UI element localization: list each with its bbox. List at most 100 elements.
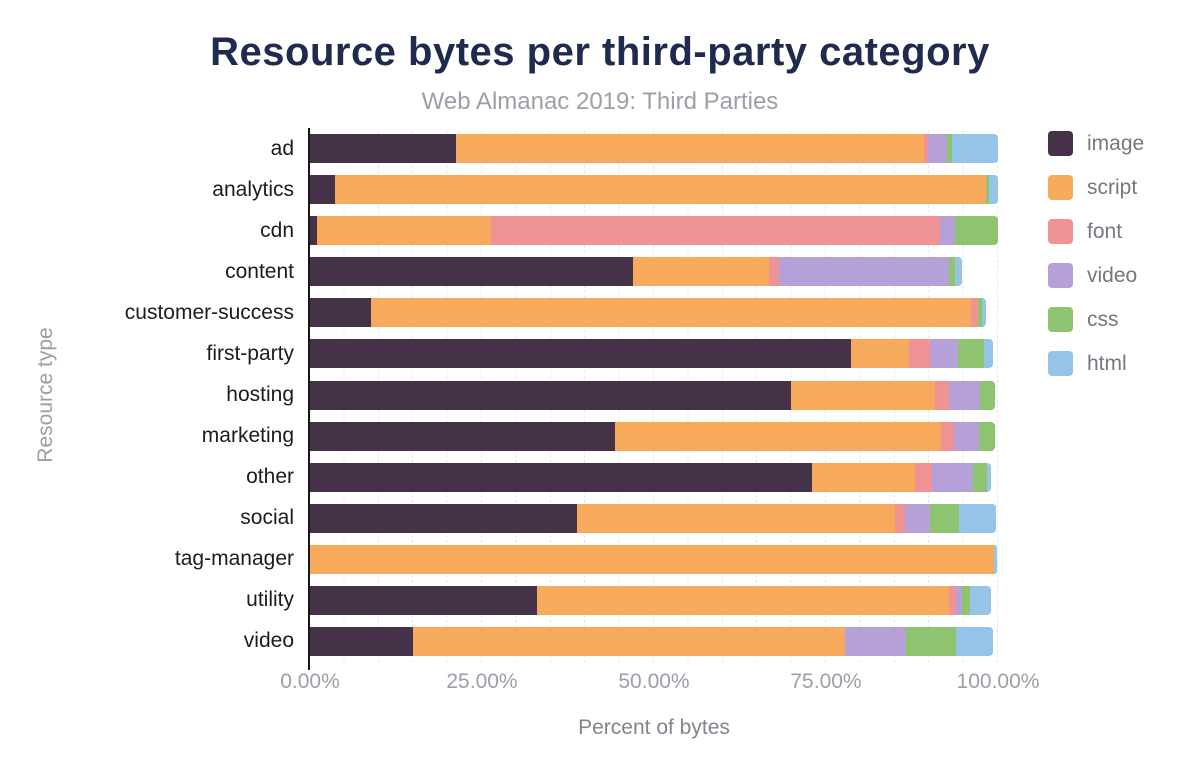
bar-segment-marketing-image[interactable] (310, 421, 616, 451)
x-tick-50: 50.00% (618, 670, 690, 693)
category-label-customer-success: customer-success (124, 300, 294, 324)
bar-segment-social-html[interactable] (958, 503, 996, 533)
bar-segment-video-video[interactable] (845, 626, 907, 656)
bar-segment-marketing-video[interactable] (953, 421, 980, 451)
legend-item-css[interactable]: css (1048, 307, 1144, 332)
bar-row-utility (310, 580, 998, 621)
bar-segment-other-image[interactable] (310, 462, 813, 492)
bar-segment-utility-html[interactable] (969, 585, 992, 615)
x-tick-25: 25.00% (446, 670, 518, 693)
bar-segment-utility-css[interactable] (961, 585, 970, 615)
category-label-ad: ad (270, 136, 294, 160)
x-tick-0: 0.00% (280, 670, 340, 693)
bar-segment-ad-html[interactable] (951, 134, 998, 164)
bar-row-ad (310, 128, 998, 169)
legend-item-html[interactable]: html (1048, 351, 1144, 376)
bar-segment-first-party-image[interactable] (310, 339, 851, 369)
bar-row-cdn (310, 210, 998, 251)
bar-segment-ad-script[interactable] (455, 134, 924, 164)
bar-segment-video-image[interactable] (310, 626, 414, 656)
bar-segment-analytics-css[interactable] (985, 175, 990, 205)
bar-segment-ad-image[interactable] (310, 134, 456, 164)
bar-segment-content-image[interactable] (310, 257, 633, 287)
bar-segment-utility-font[interactable] (949, 585, 957, 615)
bar-segment-first-party-video[interactable] (929, 339, 959, 369)
bar-segment-content-script[interactable] (632, 257, 769, 287)
bar-segment-customer-success-image[interactable] (310, 298, 371, 328)
legend-item-script[interactable]: script (1048, 175, 1144, 200)
legend-label-html: html (1087, 351, 1127, 375)
legend-label-video: video (1087, 263, 1138, 287)
bar-segment-customer-success-script[interactable] (370, 298, 972, 328)
bar-segment-other-font[interactable] (914, 462, 932, 492)
bar-segment-cdn-css[interactable] (955, 216, 998, 246)
bar-segment-marketing-css[interactable] (979, 421, 996, 451)
legend-item-video[interactable]: video (1048, 263, 1144, 288)
bar-segment-cdn-image[interactable] (310, 216, 317, 246)
bar-segment-video-html[interactable] (956, 626, 994, 656)
category-label-first-party: first-party (206, 341, 294, 365)
bar-segment-social-script[interactable] (576, 503, 895, 533)
bar-segment-customer-success-font[interactable] (971, 298, 979, 328)
bar-segment-social-css[interactable] (929, 503, 959, 533)
bar-segment-first-party-html[interactable] (984, 339, 994, 369)
bar-segment-ad-css[interactable] (947, 134, 952, 164)
bar-segment-analytics-image[interactable] (310, 175, 335, 205)
bar-segment-cdn-script[interactable] (316, 216, 491, 246)
bar-segment-utility-image[interactable] (310, 585, 538, 615)
legend-swatch-css (1048, 307, 1073, 332)
bar-segment-cdn-font[interactable] (490, 216, 940, 246)
bar-segment-content-font[interactable] (768, 257, 779, 287)
plot-area (308, 128, 998, 670)
x-tick-100: 100.00% (956, 670, 1040, 693)
bar-segment-analytics-script[interactable] (334, 175, 986, 205)
bar-segment-other-script[interactable] (812, 462, 915, 492)
bar-segment-tag-manager-script[interactable] (310, 544, 994, 574)
stacked-bar-video (310, 626, 998, 656)
stacked-bar-tag-manager (310, 544, 998, 574)
bar-segment-hosting-css[interactable] (980, 380, 995, 410)
bar-segment-ad-video[interactable] (928, 134, 948, 164)
category-label-utility: utility (246, 588, 294, 612)
bar-segment-first-party-font[interactable] (909, 339, 930, 369)
bar-segment-hosting-font[interactable] (934, 380, 950, 410)
stacked-bar-social (310, 503, 998, 533)
bar-segment-customer-success-css[interactable] (978, 298, 983, 328)
bar-segment-utility-script[interactable] (537, 585, 950, 615)
bar-row-content (310, 251, 998, 292)
stacked-bar-hosting (310, 380, 998, 410)
bar-segment-content-video[interactable] (778, 257, 950, 287)
legend-swatch-image (1048, 131, 1073, 156)
legend-item-image[interactable]: image (1048, 131, 1144, 156)
bar-segment-other-css[interactable] (973, 462, 987, 492)
bar-segment-first-party-css[interactable] (958, 339, 985, 369)
bar-segment-social-video[interactable] (905, 503, 930, 533)
bar-row-marketing (310, 416, 998, 457)
bar-segment-social-image[interactable] (310, 503, 577, 533)
category-label-social: social (240, 506, 294, 530)
bar-segment-marketing-script[interactable] (615, 421, 941, 451)
bar-segment-utility-video[interactable] (956, 585, 962, 615)
bar-segment-video-script[interactable] (413, 626, 846, 656)
bar-segment-hosting-video[interactable] (949, 380, 981, 410)
bar-segment-other-video[interactable] (931, 462, 974, 492)
legend-item-font[interactable]: font (1048, 219, 1144, 244)
bar-segment-content-css[interactable] (949, 257, 955, 287)
bar-segment-content-html[interactable] (954, 257, 963, 287)
bar-segment-hosting-image[interactable] (310, 380, 791, 410)
bar-segment-first-party-script[interactable] (850, 339, 910, 369)
bar-segment-customer-success-html[interactable] (982, 298, 986, 328)
bar-segment-video-css[interactable] (906, 626, 956, 656)
bar-segment-ad-font[interactable] (923, 134, 929, 164)
bar-segment-tag-manager-html[interactable] (993, 544, 998, 574)
legend-label-script: script (1087, 175, 1138, 199)
bar-segment-hosting-script[interactable] (790, 380, 935, 410)
bar-segment-other-html[interactable] (986, 462, 992, 492)
bar-segment-marketing-font[interactable] (940, 421, 954, 451)
stacked-bar-ad (310, 134, 998, 164)
bar-segment-analytics-html[interactable] (989, 175, 998, 205)
bar-row-hosting (310, 374, 998, 415)
bar-segment-social-font[interactable] (894, 503, 906, 533)
bar-segment-cdn-video[interactable] (939, 216, 956, 246)
